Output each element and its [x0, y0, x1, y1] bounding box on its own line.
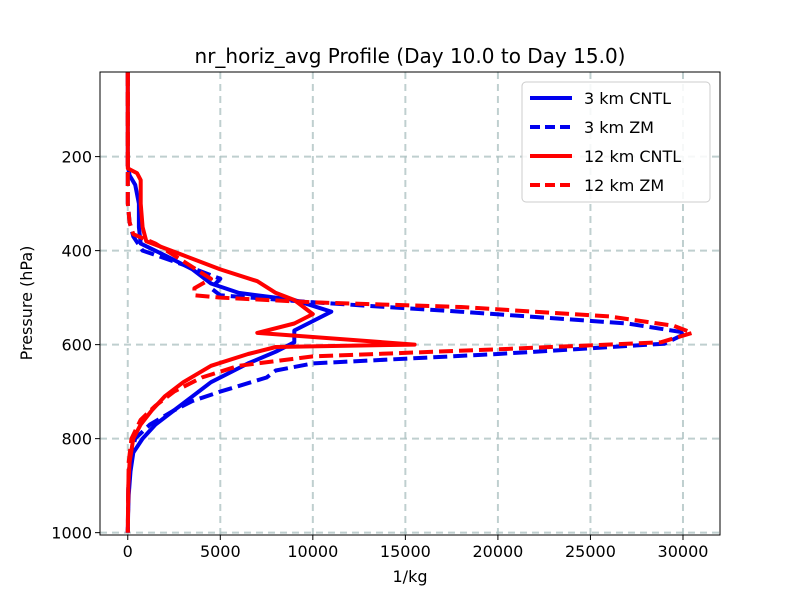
y-tick-label: 600 [61, 336, 92, 355]
legend-label: 3 km ZM [584, 118, 654, 137]
y-tick-label: 200 [61, 148, 92, 167]
x-tick-label: 15000 [380, 542, 431, 561]
x-tick-label: 25000 [565, 542, 616, 561]
y-tick-label: 400 [61, 242, 92, 261]
series-line-3-km-cntl [125, 72, 334, 533]
y-axis-label: Pressure (hPa) [17, 246, 36, 361]
series-line-12-km-cntl [125, 72, 417, 533]
y-tick-label: 1000 [51, 524, 92, 543]
x-tick-label: 20000 [472, 542, 523, 561]
axis-ticks: 0 5000 10000 15000 20000 25000 30000 200 400 600 8… [51, 148, 708, 561]
legend-label: 3 km CNTL [584, 89, 671, 108]
legend-box [521, 81, 711, 203]
y-tick-label: 800 [61, 430, 92, 449]
legend-label: 12 km CNTL [584, 147, 681, 166]
series-layer [125, 72, 695, 533]
x-tick-label: 10000 [287, 542, 338, 561]
legend-label: 12 km ZM [584, 176, 664, 195]
x-tick-label: 30000 [658, 542, 709, 561]
x-tick-label: 5000 [200, 542, 241, 561]
chart-title: nr_horiz_avg Profile (Day 10.0 to Day 15… [195, 44, 626, 68]
legend: 3 km CNTL 3 km ZM 12 km CNTL 12 km ZM [521, 81, 711, 203]
x-axis-label: 1/kg [393, 567, 428, 586]
series-line-12-km-zm [125, 72, 695, 533]
plot-frame [99, 71, 721, 536]
x-tick-label: 0 [123, 542, 133, 561]
